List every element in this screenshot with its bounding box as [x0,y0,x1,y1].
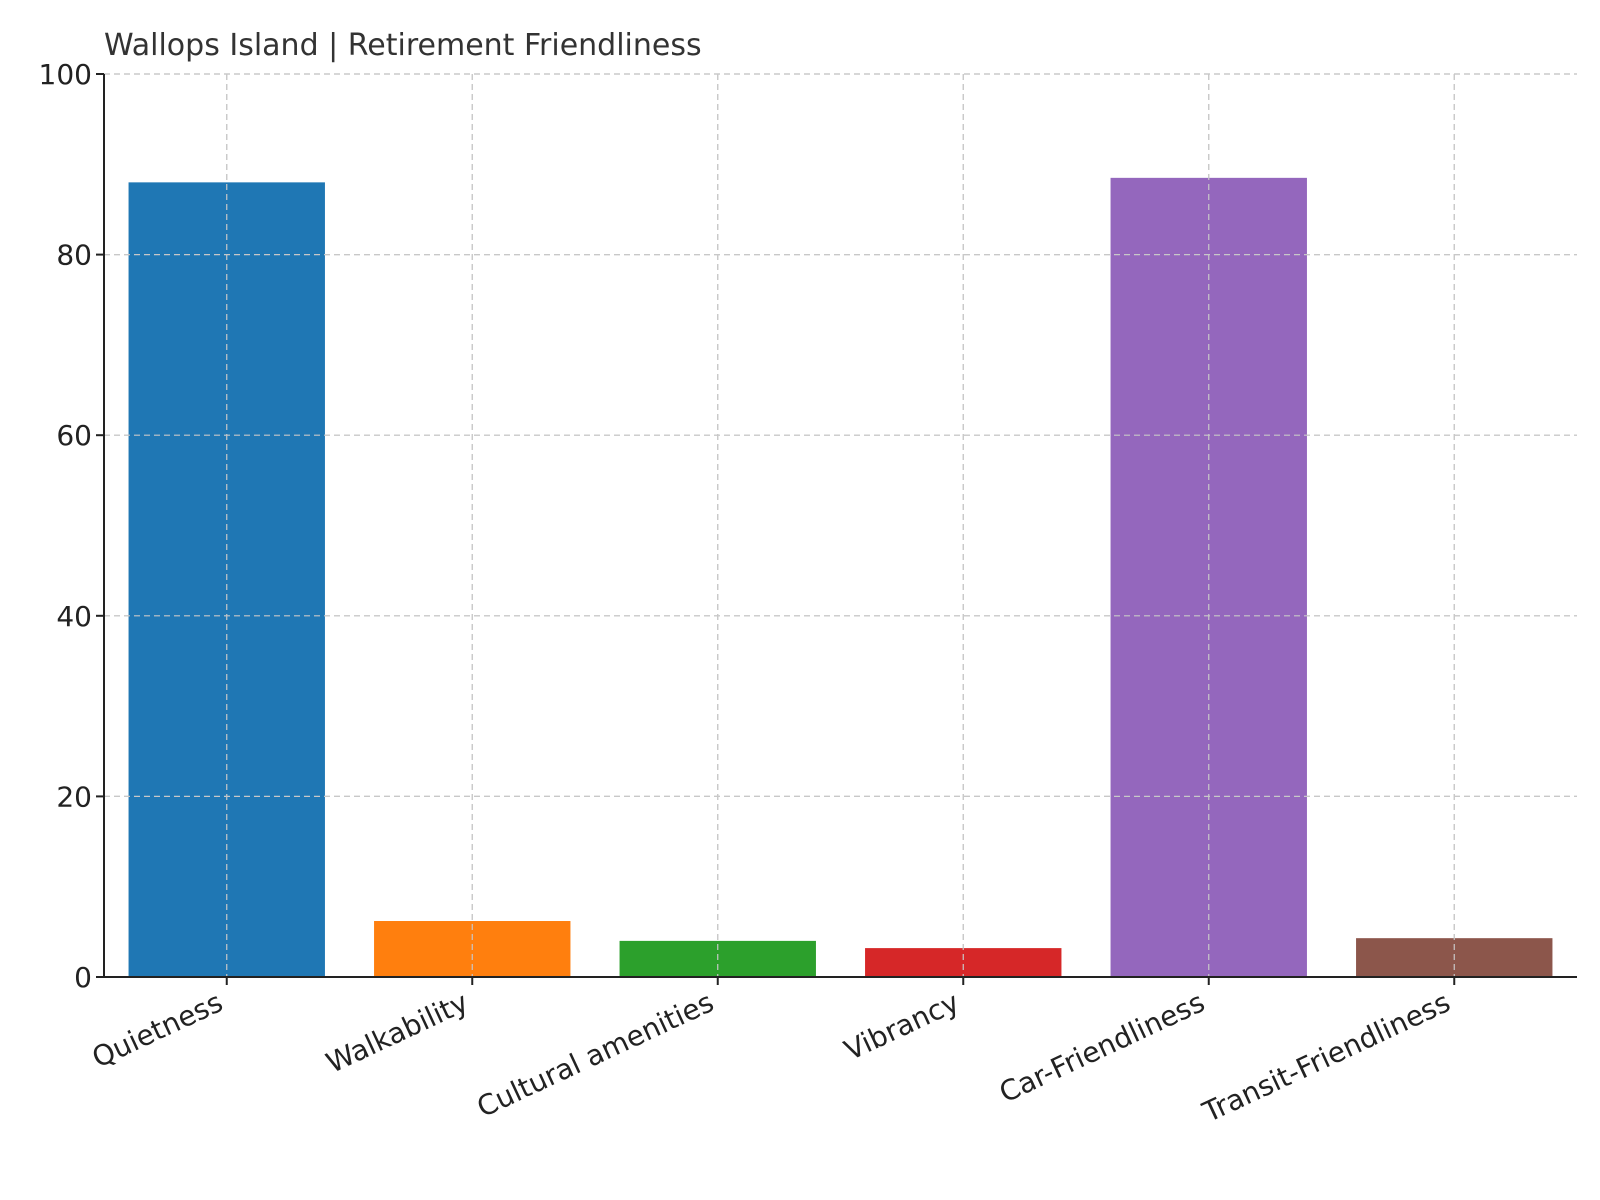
x-tick-label: Quietness [87,985,228,1074]
axes [103,74,1577,978]
bar-vibrancy [865,948,1062,977]
x-tick-label: Car-Friendliness [994,985,1209,1109]
y-axis-ticks: 0 20 40 60 80 100 [39,58,104,994]
x-tick-label: Transit-Friendliness [1197,985,1455,1129]
y-tick-label: 100 [39,58,92,91]
y-tick-label: 0 [74,961,92,994]
y-tick-label: 20 [56,780,92,813]
bars [104,73,1577,978]
chart-title: Wallops Island | Retirement Friendliness [104,28,702,63]
y-tick-label: 40 [56,600,92,633]
x-tick-label: Walkability [321,985,473,1079]
x-tick-label: Cultural amenities [472,985,719,1123]
y-tick-label: 80 [56,239,92,272]
y-tick-label: 60 [56,419,92,452]
x-tick-label: Vibrancy [839,985,964,1067]
